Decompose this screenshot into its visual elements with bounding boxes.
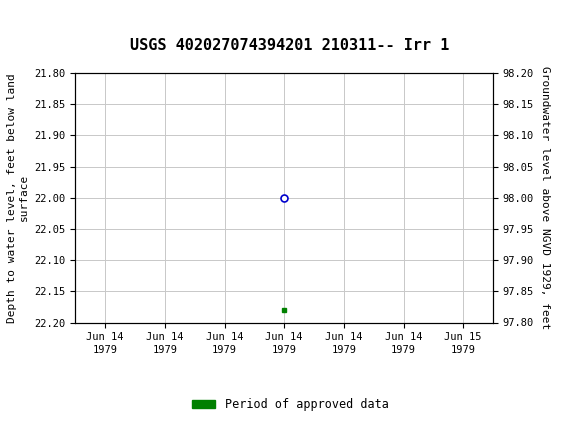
- Text: ▒: ▒: [5, 6, 20, 35]
- Y-axis label: Groundwater level above NGVD 1929, feet: Groundwater level above NGVD 1929, feet: [539, 66, 549, 329]
- Y-axis label: Depth to water level, feet below land
surface: Depth to water level, feet below land su…: [8, 73, 29, 322]
- Legend: Period of approved data: Period of approved data: [187, 393, 393, 415]
- Text: USGS: USGS: [24, 11, 71, 30]
- Text: USGS 402027074394201 210311-- Irr 1: USGS 402027074394201 210311-- Irr 1: [130, 38, 450, 52]
